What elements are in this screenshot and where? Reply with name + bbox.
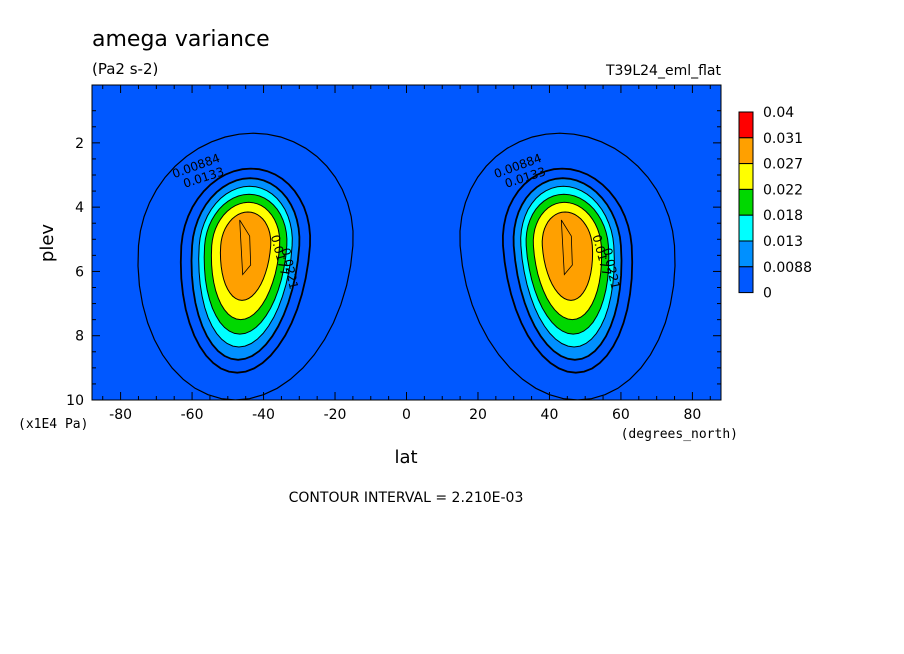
contour-level-2-6: [541, 211, 594, 301]
x-tick-label: 20: [469, 407, 487, 423]
colorbar-swatch: [738, 111, 754, 139]
x-tick-label: 80: [683, 407, 701, 423]
colorbar-label: 0.022: [763, 182, 803, 198]
y-axis-label: plev: [37, 224, 58, 263]
axis-ticks: [92, 85, 721, 401]
x-tick-label: -60: [181, 407, 204, 423]
colorbar-swatch: [738, 240, 754, 268]
colorbar-swatch: [738, 163, 754, 190]
colorbar-label: 0.04: [763, 105, 794, 121]
colorbar-label: 0.031: [763, 131, 803, 147]
x-tick-label: -20: [324, 407, 347, 423]
x-tick-label: 0: [402, 407, 411, 423]
x-tick-label: -80: [109, 407, 132, 423]
x-tick-labels: -80 -60 -40 -20 0 20 40 60 80: [109, 407, 701, 423]
colorbar-swatch: [738, 214, 754, 242]
x-axis-units: (degrees_north): [621, 427, 738, 442]
contour-fill-group: [137, 132, 676, 400]
y-axis-units: (x1E4 Pa): [18, 417, 88, 432]
contour-level-1-0: [137, 132, 354, 400]
contour-interval-footer: CONTOUR INTERVAL = 2.210E-03: [289, 490, 524, 506]
colorbar-label: 0.0088: [763, 260, 812, 276]
colorbar: 0.04 0.031 0.027 0.022 0.018 0.013 0.0088 0: [738, 105, 812, 302]
peak-contour-1: [239, 219, 252, 276]
contour-level-1-6: [219, 211, 272, 301]
y-tick-label: 2: [75, 136, 84, 152]
chart-units: (Pa2 s-2): [92, 60, 158, 78]
x-tick-label: -40: [252, 407, 275, 423]
y-tick-label: 4: [75, 200, 84, 216]
peak-contour-2: [560, 219, 573, 276]
colorbar-label: 0.018: [763, 208, 803, 224]
x-tick-label: 40: [541, 407, 559, 423]
colorbar-swatch: [738, 188, 754, 216]
x-axis-label: lat: [394, 447, 417, 468]
colorbar-swatch: [738, 266, 754, 294]
y-tick-label: 8: [75, 329, 84, 345]
colorbar-swatch: [738, 137, 754, 165]
y-tick-label: 10: [66, 393, 84, 409]
colorbar-label: 0: [763, 286, 772, 302]
run-label: T39L24_eml_flat: [605, 63, 722, 79]
chart-title: amega variance: [92, 27, 270, 52]
colorbar-label: 0.027: [763, 157, 803, 173]
y-tick-labels: 2 4 6 8 10: [66, 136, 84, 409]
x-tick-label: 60: [612, 407, 630, 423]
colorbar-label: 0.013: [763, 234, 803, 250]
y-tick-label: 6: [75, 264, 84, 280]
contour-level-2-0: [459, 132, 676, 400]
